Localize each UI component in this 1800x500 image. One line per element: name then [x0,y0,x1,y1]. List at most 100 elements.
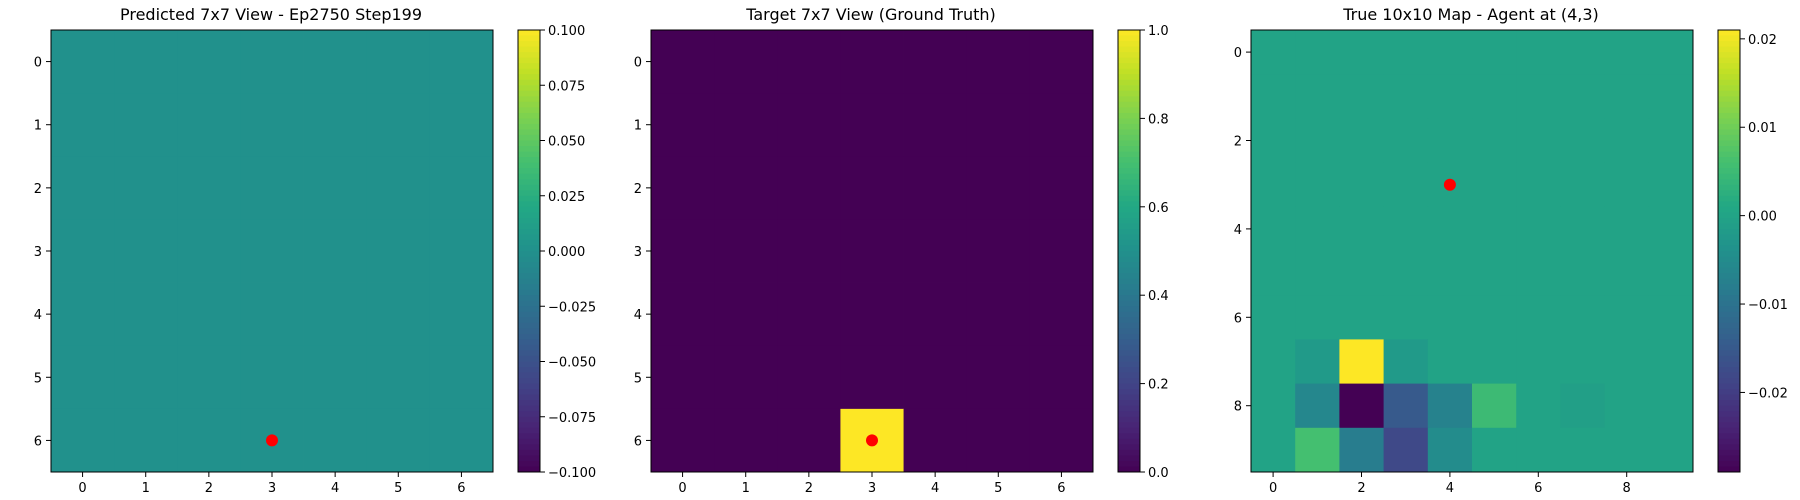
colorbar-segment [1118,146,1140,153]
heatmap-cell [366,282,431,347]
y-tick-label: 0 [1234,46,1242,61]
panel-true-map: True 10x10 Map - Agent at (4,3) 0 2 4 6 8 0 2 4… [1234,5,1788,496]
colorbar-segment [518,267,540,274]
heatmap-cell [366,30,431,94]
heatmap-cell [651,345,715,410]
colorbar-tick-label: 0.050 [548,135,585,150]
heatmap-cell [714,156,778,220]
heatmap-cell [840,282,904,347]
colorbar-segment [518,96,540,103]
colorbar-segment [1718,228,1740,235]
colorbar-segment [1718,262,1740,269]
heatmap-cell [1427,74,1473,119]
heatmap-cell [966,93,1031,157]
colorbar-segment [518,284,540,291]
colorbar-segment [1118,63,1140,70]
heatmap-cell [303,93,368,157]
heatmap-cell [1295,383,1340,429]
colorbar-segment [518,85,540,92]
colorbar-tick-label: −0.050 [548,356,596,371]
heatmap-cell [1427,206,1473,252]
heatmap-cell [240,345,304,410]
colorbar-segment [1718,438,1740,445]
y-tick-label: 6 [1234,311,1242,326]
chart-title: Predicted 7x7 View - Ep2750 Step199 [120,5,422,24]
colorbar-segment [1118,328,1140,335]
colorbar-segment [518,455,540,462]
x-tick-label: 3 [268,481,276,496]
heatmap-cell [714,219,778,283]
colorbar-segment [1118,262,1140,269]
x-tick-label: 5 [394,481,402,496]
heatmap-cell [1427,251,1473,296]
colorbar-segment [1118,190,1140,197]
colorbar-segment [518,427,540,434]
heatmap-cell [366,156,431,220]
colorbar-segment [1718,295,1740,302]
plot-frame [1250,29,1694,473]
panel-predicted-view: Predicted 7x7 View - Ep2750 Step199 0 1 2 3… [34,5,596,496]
colorbar-segment [518,405,540,412]
heatmap-cell [1560,251,1605,296]
heatmap-cell [51,30,115,94]
colorbar-segment [1118,460,1140,467]
heatmap-cell [840,156,904,220]
colorbar-segment [1118,449,1140,456]
colorbar-tick-label: 0.8 [1148,112,1169,127]
agent-marker [266,434,278,447]
heatmap-cell [1383,74,1429,119]
heatmap-cell [1383,162,1429,208]
colorbar-segment [1118,157,1140,164]
heatmap-cell [114,30,178,94]
y-tick-label: 0 [634,56,642,71]
heatmap-cell [1560,206,1605,252]
heatmap-cell [903,345,968,410]
colorbar-segment [1118,140,1140,147]
colorbar-segment [1118,118,1140,125]
x-tick-label: 2 [1357,481,1365,496]
colorbar-segment [1718,63,1740,70]
colorbar-segment [1118,184,1140,191]
heatmap-cell [777,408,841,473]
heatmap-cell [366,408,431,473]
heatmap-cell [1472,206,1517,252]
colorbar-segment [1118,85,1140,92]
heatmap-cell [1648,383,1694,429]
colorbar-segment [518,190,540,197]
y-tick-label: 0 [34,56,42,71]
heatmap-cell [1648,251,1694,296]
heatmap-cell [1427,427,1473,473]
heatmap-cell [1560,295,1605,340]
heatmap-cell [966,282,1031,347]
heatmap-cell [1472,383,1517,429]
heatmap-cell [1295,206,1340,252]
colorbar-segment [518,146,540,153]
colorbar-segment [1118,162,1140,169]
heatmap-cell [651,282,715,347]
colorbar-segment [1118,378,1140,385]
colorbar-segment [1718,245,1740,252]
heatmap-cell [114,282,178,347]
y-tick-label: 1 [634,119,642,134]
colorbar-segment [1718,85,1740,92]
heatmap-cell [1604,427,1650,473]
y-tick-label: 6 [34,434,42,449]
colorbar-segment [518,394,540,401]
colorbar-segment [1118,394,1140,401]
heatmap-cell [51,408,115,473]
heatmap-cell [51,345,115,410]
heatmap-cell [429,345,494,410]
colorbar-segment [1118,107,1140,114]
heatmap-cell [1472,74,1517,119]
colorbar-segment [518,90,540,97]
colorbar-segment [518,74,540,81]
colorbar-segment [1718,234,1740,241]
colorbar-segment [518,123,540,130]
x-tick-label: 0 [1269,481,1277,496]
heatmap-cell [1339,162,1384,208]
heatmap-cell [903,282,968,347]
colorbar-segment [518,344,540,351]
heatmap-cell [1295,427,1340,473]
heatmap-cell [1029,156,1094,220]
colorbar-segment [1718,123,1740,130]
